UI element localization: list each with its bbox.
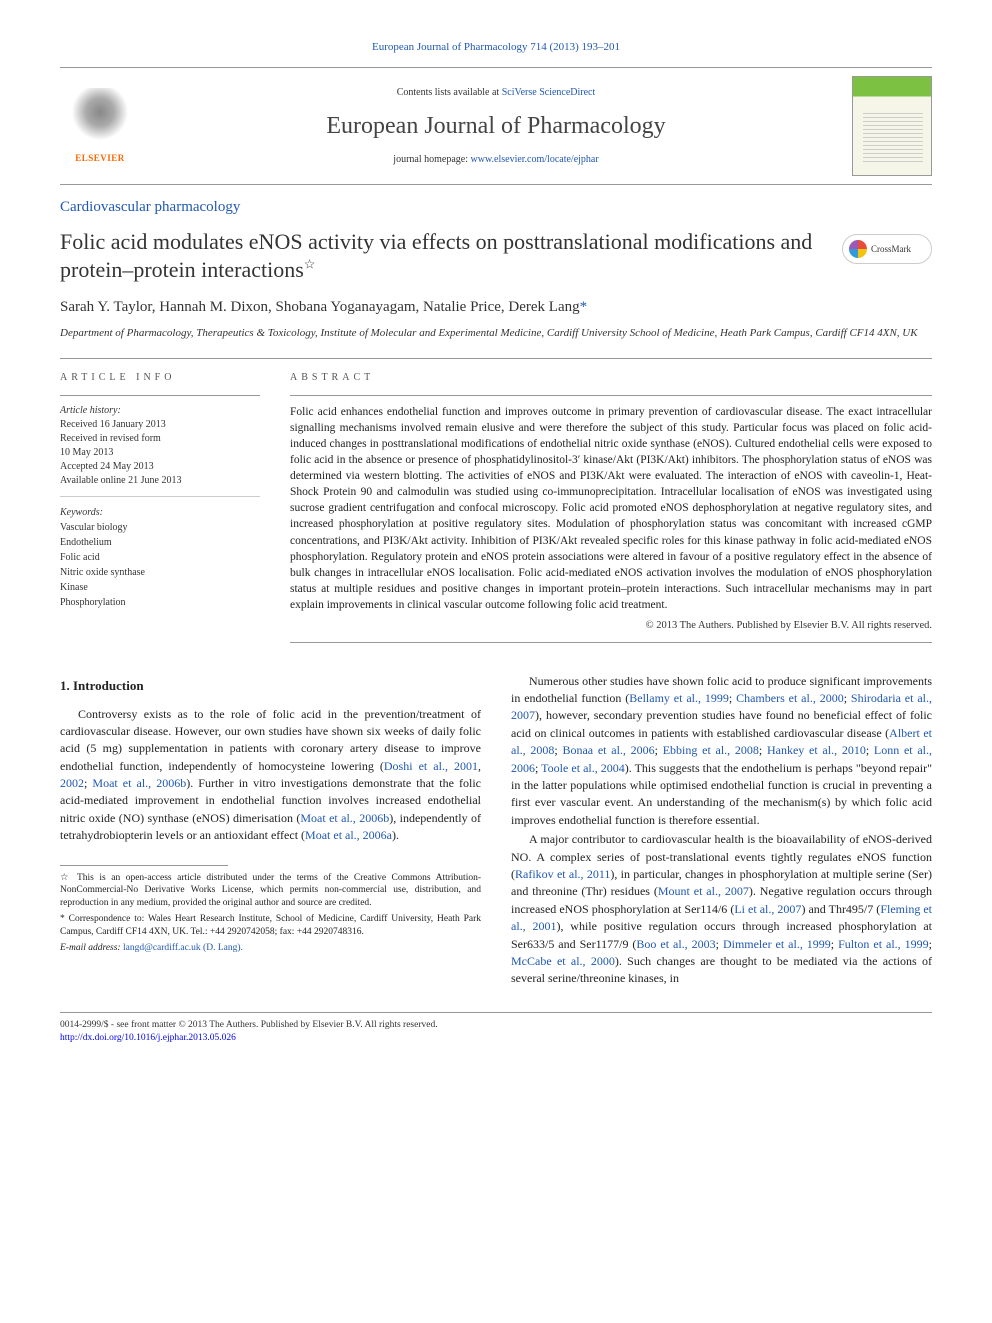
footer: 0014-2999/$ - see front matter © 2013 Th… xyxy=(60,1012,932,1046)
citation-link[interactable]: Bonaa et al., 2006 xyxy=(562,743,654,757)
paragraph: A major contributor to cardiovascular he… xyxy=(511,831,932,988)
article-info-heading: ARTICLE INFO xyxy=(60,371,260,385)
citation-link[interactable]: Chambers et al., 2000 xyxy=(736,691,844,705)
history-accepted: Accepted 24 May 2013 xyxy=(60,460,260,474)
homepage-line: journal homepage: www.elsevier.com/locat… xyxy=(140,153,852,167)
elsevier-logo[interactable]: ELSEVIER xyxy=(60,81,140,171)
journal-header: ELSEVIER Contents lists available at Sci… xyxy=(60,67,932,185)
citation-link[interactable]: Toole et al., 2004 xyxy=(541,761,625,775)
keyword: Kinase xyxy=(60,580,260,595)
keyword: Vascular biology xyxy=(60,520,260,535)
history-revised-date: 10 May 2013 xyxy=(60,446,260,460)
authors-list: Sarah Y. Taylor, Hannah M. Dixon, Shoban… xyxy=(60,299,580,315)
citation-link[interactable]: Mount et al., 2007 xyxy=(658,884,749,898)
contents-prefix: Contents lists available at xyxy=(397,87,502,98)
paragraph: Controversy exists as to the role of fol… xyxy=(60,706,481,845)
corresponding-mark: * xyxy=(580,299,588,315)
keywords-label: Keywords: xyxy=(60,505,260,520)
authors: Sarah Y. Taylor, Hannah M. Dixon, Shoban… xyxy=(60,297,932,318)
title-footnote-mark: ☆ xyxy=(304,257,316,272)
citation-link[interactable]: Moat et al., 2006a xyxy=(305,828,392,842)
text-run: ), however, secondary prevention studies… xyxy=(511,708,932,739)
elsevier-tree-icon xyxy=(70,88,130,148)
citation-link[interactable]: Ebbing et al., 2008 xyxy=(663,743,759,757)
footnote-divider xyxy=(60,865,228,866)
citation-link[interactable]: Moat et al., 2006b xyxy=(92,776,186,790)
history-received: Received 16 January 2013 xyxy=(60,418,260,432)
footnote-correspondence: * Correspondence to: Wales Heart Researc… xyxy=(60,913,481,939)
introduction-heading: 1. Introduction xyxy=(60,677,481,696)
citation-link[interactable]: Rafikov et al., 2011 xyxy=(515,867,610,881)
section-tag[interactable]: Cardiovascular pharmacology xyxy=(60,197,932,218)
article-history: Article history: Received 16 January 201… xyxy=(60,404,260,497)
journal-cover-thumbnail[interactable] xyxy=(852,76,932,176)
journal-title: European Journal of Pharmacology xyxy=(140,110,852,144)
affiliation: Department of Pharmacology, Therapeutics… xyxy=(60,326,932,341)
abstract-copyright: © 2013 The Authers. Published by Elsevie… xyxy=(290,619,932,634)
doi-link[interactable]: http://dx.doi.org/10.1016/j.ejphar.2013.… xyxy=(60,1033,236,1043)
homepage-prefix: journal homepage: xyxy=(393,154,470,165)
homepage-link[interactable]: www.elsevier.com/locate/ejphar xyxy=(471,154,599,165)
citation-link[interactable]: Doshi et al., 2001 xyxy=(384,759,478,773)
contents-line: Contents lists available at SciVerse Sci… xyxy=(140,86,852,100)
citation-link[interactable]: 2002 xyxy=(60,776,84,790)
footnote-openaccess: ☆ This is an open-access article distrib… xyxy=(60,872,481,910)
citation-link[interactable]: Hankey et al., 2010 xyxy=(767,743,866,757)
elsevier-text: ELSEVIER xyxy=(75,152,125,165)
body-text: 1. Introduction Controversy exists as to… xyxy=(60,673,932,988)
title-text: Folic acid modulates eNOS activity via e… xyxy=(60,229,812,282)
article-info-column: ARTICLE INFO Article history: Received 1… xyxy=(60,371,260,643)
citation-link[interactable]: Li et al., 2007 xyxy=(734,902,801,916)
history-online: Available online 21 June 2013 xyxy=(60,474,260,488)
sciencedirect-link[interactable]: SciVerse ScienceDirect xyxy=(502,87,596,98)
citation-link[interactable]: Boo et al., 2003 xyxy=(636,937,715,951)
abstract-heading: ABSTRACT xyxy=(290,371,932,385)
article-title: Folic acid modulates eNOS activity via e… xyxy=(60,228,822,283)
text-run: ). xyxy=(392,828,399,842)
citation-link[interactable]: McCabe et al., 2000 xyxy=(511,954,615,968)
history-revised: Received in revised form xyxy=(60,432,260,446)
keyword: Phosphorylation xyxy=(60,595,260,610)
abstract-text: Folic acid enhances endothelial function… xyxy=(290,404,932,613)
citation-link[interactable]: Moat et al., 2006b xyxy=(300,811,389,825)
text-run: ) and Thr495/7 ( xyxy=(801,902,880,916)
crossmark-label: CrossMark xyxy=(871,243,911,256)
keyword: Nitric oxide synthase xyxy=(60,565,260,580)
email-label: E-mail address: xyxy=(60,943,123,953)
footnotes: ☆ This is an open-access article distrib… xyxy=(60,872,481,955)
keyword: Folic acid xyxy=(60,550,260,565)
citation-link[interactable]: Dimmeler et al., 1999 xyxy=(723,937,831,951)
footer-issn: 0014-2999/$ - see front matter © 2013 Th… xyxy=(60,1019,932,1032)
paragraph: Numerous other studies have shown folic … xyxy=(511,673,932,830)
citation-link[interactable]: Bellamy et al., 1999 xyxy=(629,691,729,705)
abstract-column: ABSTRACT Folic acid enhances endothelial… xyxy=(290,371,932,643)
top-citation[interactable]: European Journal of Pharmacology 714 (20… xyxy=(60,40,932,55)
crossmark-badge[interactable]: CrossMark xyxy=(842,234,932,264)
citation-link[interactable]: Fulton et al., 1999 xyxy=(838,937,929,951)
keywords-block: Keywords: Vascular biology Endothelium F… xyxy=(60,505,260,610)
crossmark-icon xyxy=(849,240,867,258)
divider xyxy=(60,358,932,359)
footnote-email: E-mail address: langd@cardiff.ac.uk (D. … xyxy=(60,942,481,955)
email-link[interactable]: langd@cardiff.ac.uk (D. Lang). xyxy=(123,943,243,953)
history-label: Article history: xyxy=(60,404,260,418)
keyword: Endothelium xyxy=(60,535,260,550)
